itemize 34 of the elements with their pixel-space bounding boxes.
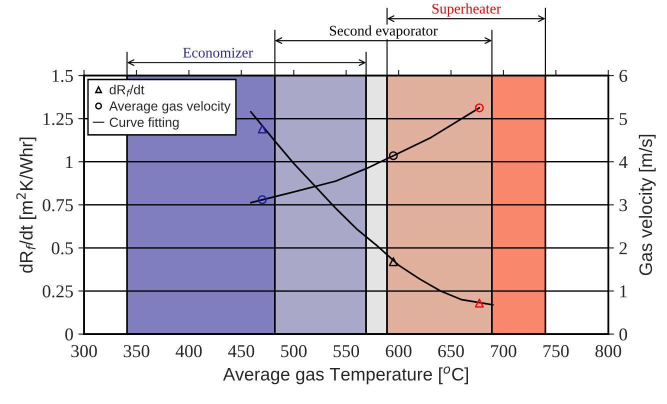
text: Superheater [432, 3, 501, 17]
x-tick-label: 400 [176, 345, 202, 358]
x-axis-title: Average gas Temperature [$^{o}$C] [223, 366, 468, 384]
legend-label: dR$_{f}$/dt [110, 84, 144, 96]
y-tick-label: 1 [66, 156, 73, 168]
x-tick-label: 700 [491, 345, 516, 358]
y2-tick-label: 3 [620, 199, 628, 212]
legend-label: Average gas velocity [109, 101, 231, 114]
y-tick-label: 0.5 [52, 242, 73, 254]
x-tick-label: 650 [438, 345, 464, 358]
y2-tick-label: 2 [620, 242, 627, 254]
x-tick-label: 750 [544, 345, 569, 358]
x-tick-label: 600 [386, 345, 412, 358]
x-tick-label: 300 [71, 345, 97, 358]
y2-axis-title: Gas velocity [m/s] [638, 134, 656, 276]
x-tick-label: 800 [595, 345, 622, 358]
legend-label: Curve fitting [110, 117, 179, 130]
text: Second evaporator [330, 25, 438, 39]
y-tick-label: 0.75 [42, 199, 73, 212]
y2-tick-label: 0 [619, 328, 628, 341]
text: Economizer [183, 48, 253, 58]
x-tick-label: 350 [124, 345, 150, 358]
x-tick-label: 500 [281, 345, 307, 358]
x-tick-label: 450 [228, 345, 254, 358]
y2-tick-label: 4 [619, 156, 628, 168]
y2-tick-label: 6 [619, 70, 628, 82]
x-tick-label: 550 [334, 345, 360, 358]
y-tick-label: 0.25 [42, 285, 73, 298]
y2-tick-label: 1 [620, 285, 627, 298]
y-tick-label: 1.25 [44, 112, 73, 126]
y-tick-label: 0 [65, 328, 73, 341]
y-axis-title: dR$_{f}$/dt [m$^{2}$K/Whr] [16, 138, 36, 273]
y-tick-label: 1.5 [52, 70, 73, 82]
y2-tick-label: 5 [620, 113, 628, 126]
